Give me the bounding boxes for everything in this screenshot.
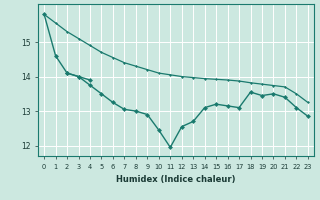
X-axis label: Humidex (Indice chaleur): Humidex (Indice chaleur) xyxy=(116,175,236,184)
